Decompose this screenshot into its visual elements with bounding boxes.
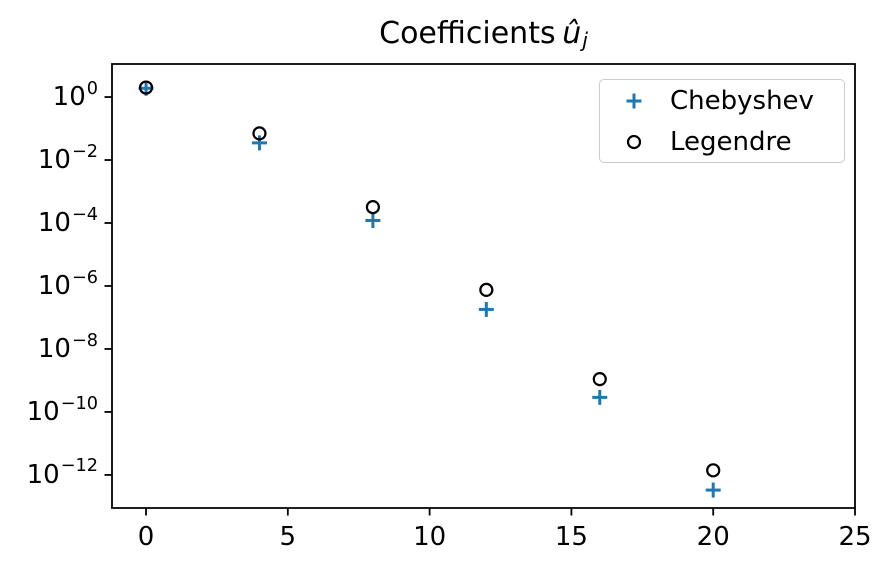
data-point-legendre: [138, 80, 154, 95]
chart-title: Coefficients ûj: [112, 16, 855, 52]
x-tick-label: 10: [413, 522, 447, 552]
legend-label-chebyshev: Chebyshev: [670, 85, 814, 116]
y-tick-label: 100: [52, 78, 98, 113]
y-tick-label: 10−2: [37, 141, 98, 176]
data-point-legendre: [252, 126, 267, 141]
legend-label-legendre: Legendre: [670, 126, 792, 157]
data-point-legendre: [706, 463, 721, 478]
y-tick-label: 10−6: [37, 267, 98, 301]
y-tick-label: 10−10: [26, 393, 98, 427]
circle-marker-icon: [612, 129, 656, 155]
x-tick-label: 5: [279, 522, 297, 552]
chart-title-text: Coefficients: [379, 16, 556, 51]
legend-item-legendre: Legendre: [600, 121, 844, 162]
chart-title-subscript: j: [582, 28, 588, 53]
data-point-legendre: [592, 372, 607, 387]
chart-title-math-variable: û: [562, 16, 582, 51]
y-tick-label: 10−12: [26, 456, 98, 490]
data-point-legendre: [479, 282, 494, 298]
y-tick-label: 10−8: [37, 330, 98, 364]
x-tick-label: 25: [838, 522, 872, 552]
plus-marker-icon: [612, 88, 656, 114]
y-tick-label: 10−4: [37, 204, 98, 238]
data-point-legendre: [365, 199, 381, 215]
legend: Chebyshev Legendre: [599, 79, 845, 163]
x-tick-label: 20: [696, 522, 730, 552]
x-tick-label: 15: [554, 522, 588, 552]
legend-item-chebyshev: Chebyshev: [600, 80, 844, 121]
x-tick-label: 0: [137, 522, 155, 552]
